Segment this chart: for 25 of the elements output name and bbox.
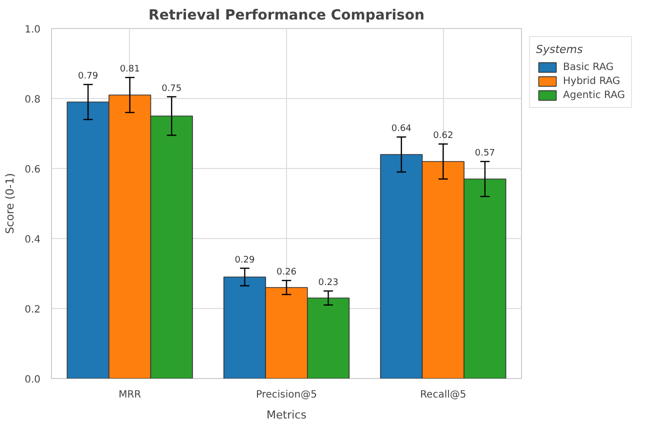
data-label: 0.29 (234, 255, 256, 266)
y-tick-label: 0.6 (24, 164, 41, 176)
y-tick-label: 1.0 (24, 24, 41, 36)
x-tick-label: Recall@5 (420, 390, 466, 400)
data-label: 0.62 (433, 131, 454, 141)
y-tick-label: 0.4 (24, 234, 41, 246)
y-axis-title: Score (0-1) (4, 173, 17, 234)
data-label: 0.57 (474, 148, 495, 158)
y-tick-label: 0.8 (24, 94, 41, 106)
legend-label: Agentic RAG (563, 90, 626, 100)
legend-label: Hybrid RAG (563, 76, 620, 86)
data-label: 0.26 (276, 268, 297, 278)
legend-label: Basic RAG (563, 62, 614, 72)
y-tick-label: 0.2 (24, 304, 41, 316)
data-label: 0.75 (162, 84, 182, 94)
data-label: 0.64 (391, 124, 412, 134)
data-label: 0.81 (120, 64, 140, 74)
data-label: 0.23 (318, 278, 338, 288)
chart-title: Retrieval Performance Comparison (148, 8, 424, 24)
x-tick-label: Precision@5 (256, 390, 317, 400)
x-axis-title: Metrics (266, 408, 307, 422)
legend-title: Systems (536, 43, 584, 56)
data-label: 0.79 (78, 72, 98, 82)
x-tick-label: MRR (118, 390, 142, 400)
y-tick-label: 0.0 (24, 374, 41, 386)
